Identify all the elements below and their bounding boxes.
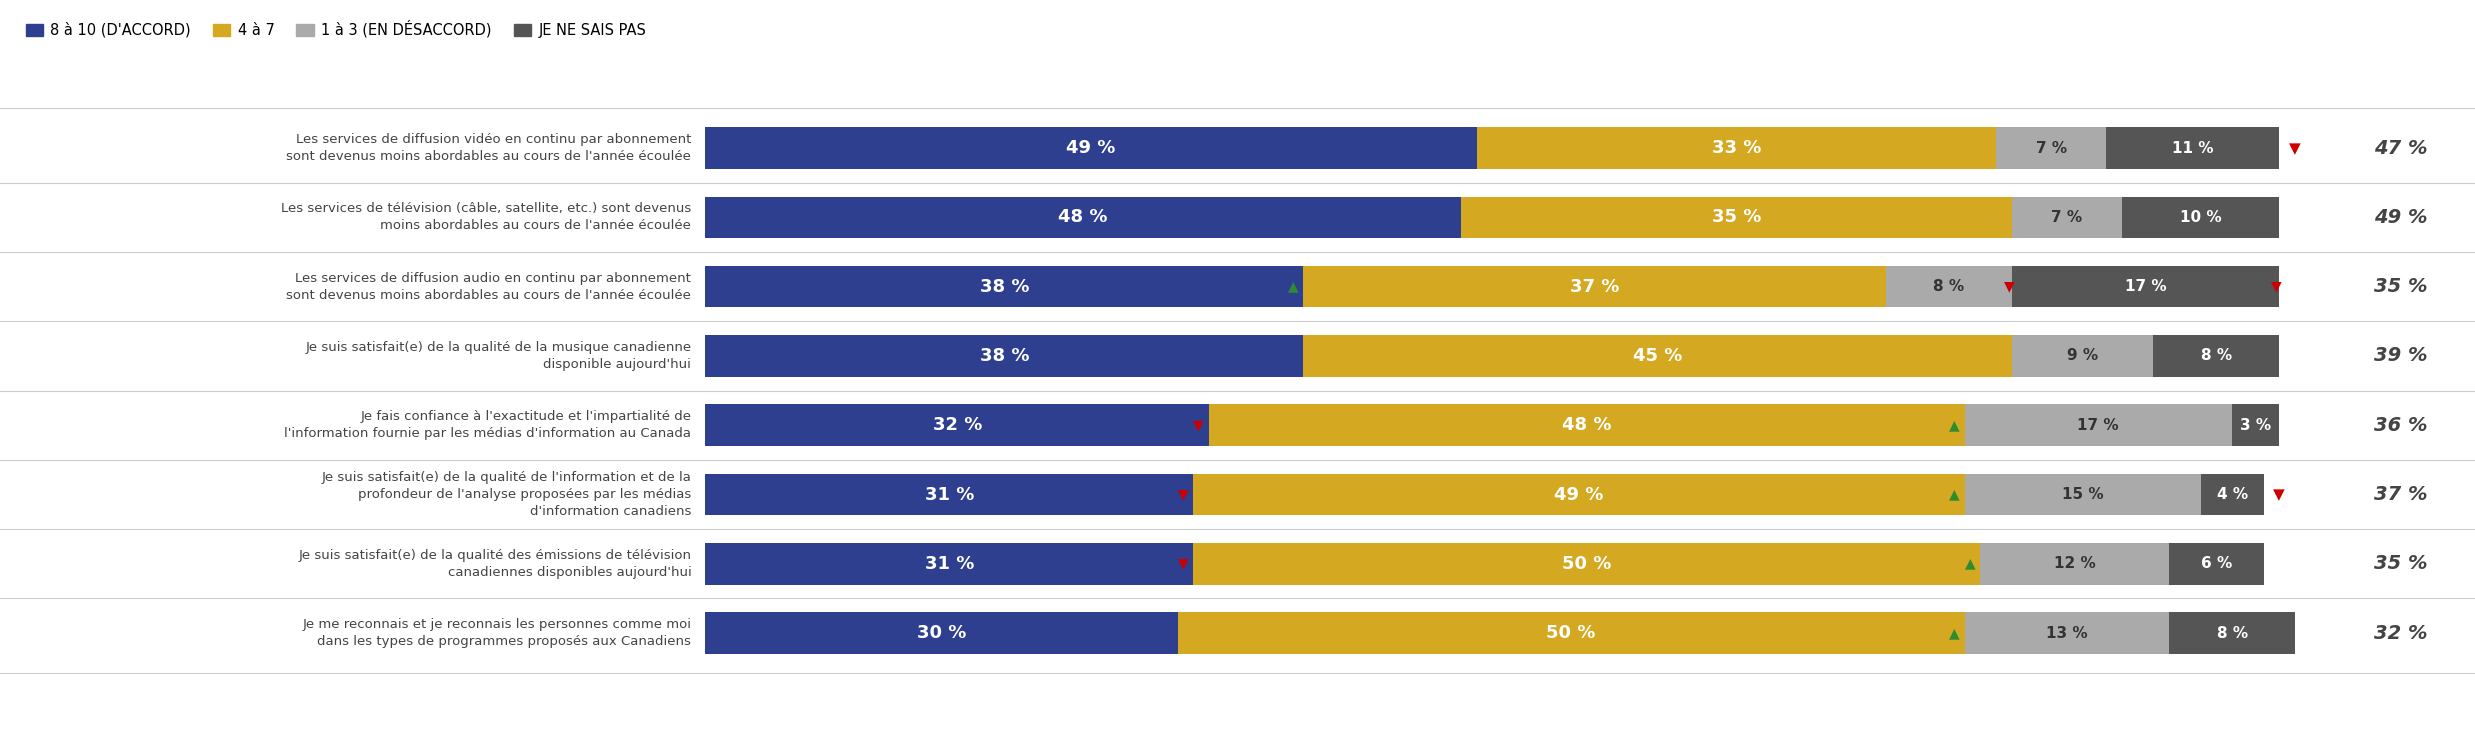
Bar (1995, 128, 2106, 169)
Text: 49 %: 49 % (2374, 208, 2428, 227)
Text: Je me reconnais et je reconnais les personnes comme moi
dans les types de progra: Je me reconnais et je reconnais les pers… (302, 618, 691, 648)
Bar (1886, 266, 2012, 307)
Text: ▲: ▲ (1948, 487, 1960, 501)
Bar (705, 266, 1304, 307)
Text: 35 %: 35 % (2374, 554, 2428, 573)
Text: Je fais confiance à l'exactitude et l'impartialité de
l'information fournie par : Je fais confiance à l'exactitude et l'im… (285, 411, 691, 440)
Bar (705, 335, 1304, 377)
Text: 12 %: 12 % (2054, 556, 2096, 571)
Text: ▼: ▼ (1178, 487, 1188, 501)
Text: 37 %: 37 % (2374, 485, 2428, 504)
Text: ▼: ▼ (2272, 487, 2284, 502)
Bar (1304, 266, 1886, 307)
Text: Les services de télévision (câble, satellite, etc.) sont devenus
moins abordable: Les services de télévision (câble, satel… (282, 203, 691, 232)
Text: 38 %: 38 % (980, 347, 1030, 365)
Text: 9 %: 9 % (2067, 349, 2099, 363)
Text: 49 %: 49 % (1554, 486, 1604, 503)
Text: ▼: ▼ (2289, 141, 2299, 156)
Text: 10 %: 10 % (2180, 210, 2223, 225)
Bar (705, 197, 1460, 238)
Text: ▼: ▼ (2272, 280, 2282, 294)
Text: ▲: ▲ (1965, 556, 1975, 570)
Text: 48 %: 48 % (1059, 209, 1109, 226)
Bar (2121, 197, 2279, 238)
Bar (1965, 405, 2232, 446)
Bar (1304, 335, 2012, 377)
Bar (1193, 543, 1980, 584)
Bar (2153, 335, 2279, 377)
Text: 13 %: 13 % (2047, 626, 2086, 640)
Text: 7 %: 7 % (2034, 141, 2067, 156)
Text: 17 %: 17 % (2077, 418, 2119, 433)
Text: 47 %: 47 % (2374, 139, 2428, 158)
Text: 37 %: 37 % (1569, 278, 1619, 296)
Bar (1178, 612, 1965, 654)
Bar (1193, 474, 1965, 515)
Bar (2106, 128, 2279, 169)
Text: 8 %: 8 % (1933, 279, 1965, 294)
Bar (2168, 543, 2265, 584)
Text: 32 %: 32 % (2374, 624, 2428, 643)
Text: ▲: ▲ (1948, 626, 1960, 640)
Text: 30 %: 30 % (916, 624, 965, 642)
Text: 35 %: 35 % (2374, 277, 2428, 296)
Text: 7 %: 7 % (2052, 210, 2081, 225)
Text: ▼: ▼ (1193, 418, 1203, 432)
Bar (1965, 612, 2168, 654)
Bar (705, 405, 1208, 446)
Bar (2012, 335, 2153, 377)
Bar (1980, 543, 2168, 584)
Text: 31 %: 31 % (926, 486, 975, 503)
Bar (705, 543, 1193, 584)
Bar (2200, 474, 2265, 515)
Bar (705, 128, 1478, 169)
Text: 11 %: 11 % (2173, 141, 2213, 156)
Text: 39 %: 39 % (2374, 346, 2428, 366)
Text: ▲: ▲ (1287, 280, 1299, 294)
Text: 50 %: 50 % (1547, 624, 1596, 642)
Text: 33 %: 33 % (1713, 139, 1762, 157)
Text: 3 %: 3 % (2240, 418, 2272, 433)
Text: 48 %: 48 % (1562, 416, 1611, 434)
Text: Les services de diffusion vidéo en continu par abonnement
sont devenus moins abo: Les services de diffusion vidéo en conti… (287, 133, 691, 163)
Text: 17 %: 17 % (2124, 279, 2166, 294)
Bar (2168, 612, 2294, 654)
Text: 49 %: 49 % (1067, 139, 1116, 157)
Text: 35 %: 35 % (1713, 209, 1762, 226)
Text: 31 %: 31 % (926, 555, 975, 573)
Text: Je suis satisfait(e) de la qualité de la musique canadienne
disponible aujourd'h: Je suis satisfait(e) de la qualité de la… (304, 341, 691, 371)
Bar (1478, 128, 1995, 169)
Text: 38 %: 38 % (980, 278, 1030, 296)
Bar (705, 612, 1178, 654)
Text: 4 %: 4 % (2218, 487, 2247, 502)
Bar (1965, 474, 2200, 515)
Bar (1208, 405, 1965, 446)
Bar (1460, 197, 2012, 238)
Legend: 8 à 10 (D'ACCORD), 4 à 7, 1 à 3 (EN DÉSACCORD), JE NE SAIS PAS: 8 à 10 (D'ACCORD), 4 à 7, 1 à 3 (EN DÉSA… (20, 15, 651, 43)
Text: ▼: ▼ (2005, 280, 2015, 294)
Text: Je suis satisfait(e) de la qualité de l'information et de la
profondeur de l'ana: Je suis satisfait(e) de la qualité de l'… (322, 471, 691, 518)
Text: ▲: ▲ (1948, 418, 1960, 432)
Text: 45 %: 45 % (1634, 347, 1683, 365)
Text: 15 %: 15 % (2062, 487, 2104, 502)
Bar (2012, 197, 2121, 238)
Bar (705, 474, 1193, 515)
Text: 36 %: 36 % (2374, 416, 2428, 435)
Bar (2012, 266, 2279, 307)
Text: Les services de diffusion audio en continu par abonnement
sont devenus moins abo: Les services de diffusion audio en conti… (287, 272, 691, 301)
Text: Je suis satisfait(e) de la qualité des émissions de télévision
canadiennes dispo: Je suis satisfait(e) de la qualité des é… (299, 549, 691, 579)
Bar (2232, 405, 2279, 446)
Text: 50 %: 50 % (1562, 555, 1611, 573)
Text: 32 %: 32 % (933, 416, 983, 434)
Text: 6 %: 6 % (2200, 556, 2232, 571)
Text: %
D'ACCORD
2023: % D'ACCORD 2023 (2349, 21, 2453, 83)
Text: 8 %: 8 % (2200, 349, 2232, 363)
Text: ▼: ▼ (1178, 556, 1188, 570)
Text: 8 %: 8 % (2218, 626, 2247, 640)
